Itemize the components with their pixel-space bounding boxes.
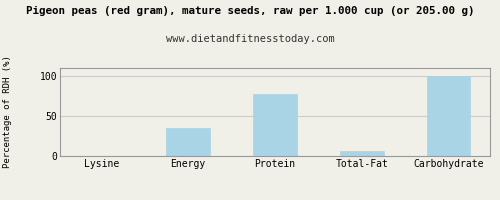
Text: Pigeon peas (red gram), mature seeds, raw per 1.000 cup (or 205.00 g): Pigeon peas (red gram), mature seeds, ra…	[26, 6, 474, 16]
Bar	[340, 151, 384, 156]
Text: Percentage of RDH (%): Percentage of RDH (%)	[3, 56, 12, 168]
Bar	[254, 94, 296, 156]
Text: www.dietandfitnesstoday.com: www.dietandfitnesstoday.com	[166, 34, 334, 44]
Bar	[427, 76, 470, 156]
Bar	[166, 128, 210, 156]
